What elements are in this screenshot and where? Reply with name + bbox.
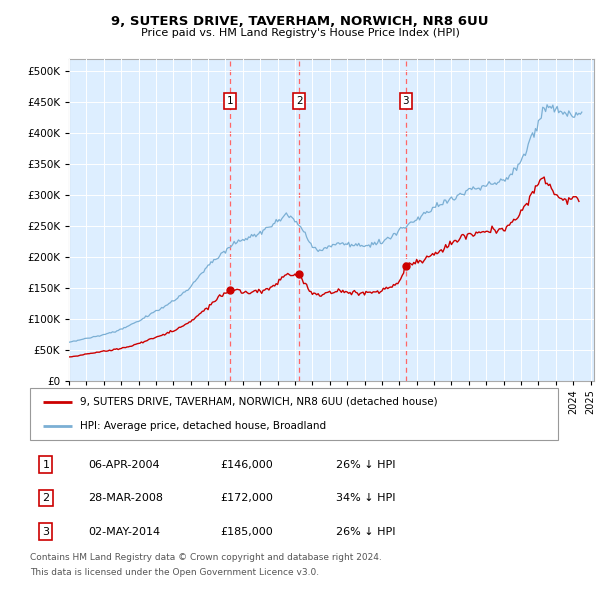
Text: This data is licensed under the Open Government Licence v3.0.: This data is licensed under the Open Gov… (30, 568, 319, 576)
Text: 28-MAR-2008: 28-MAR-2008 (88, 493, 163, 503)
Text: Price paid vs. HM Land Registry's House Price Index (HPI): Price paid vs. HM Land Registry's House … (140, 28, 460, 38)
Text: 2: 2 (42, 493, 49, 503)
Text: 1: 1 (43, 460, 49, 470)
Text: £146,000: £146,000 (220, 460, 273, 470)
Text: 3: 3 (43, 526, 49, 536)
Text: 26% ↓ HPI: 26% ↓ HPI (336, 460, 396, 470)
Text: 2: 2 (296, 96, 302, 106)
Text: 02-MAY-2014: 02-MAY-2014 (88, 526, 160, 536)
Text: 1: 1 (227, 96, 233, 106)
Text: 3: 3 (403, 96, 409, 106)
Text: 26% ↓ HPI: 26% ↓ HPI (336, 526, 396, 536)
Text: 06-APR-2004: 06-APR-2004 (88, 460, 160, 470)
Text: 9, SUTERS DRIVE, TAVERHAM, NORWICH, NR8 6UU (detached house): 9, SUTERS DRIVE, TAVERHAM, NORWICH, NR8 … (80, 396, 438, 407)
Text: 9, SUTERS DRIVE, TAVERHAM, NORWICH, NR8 6UU: 9, SUTERS DRIVE, TAVERHAM, NORWICH, NR8 … (111, 15, 489, 28)
Text: HPI: Average price, detached house, Broadland: HPI: Average price, detached house, Broa… (80, 421, 326, 431)
Text: £172,000: £172,000 (220, 493, 273, 503)
Text: 34% ↓ HPI: 34% ↓ HPI (336, 493, 396, 503)
Text: £185,000: £185,000 (220, 526, 273, 536)
Text: Contains HM Land Registry data © Crown copyright and database right 2024.: Contains HM Land Registry data © Crown c… (30, 553, 382, 562)
